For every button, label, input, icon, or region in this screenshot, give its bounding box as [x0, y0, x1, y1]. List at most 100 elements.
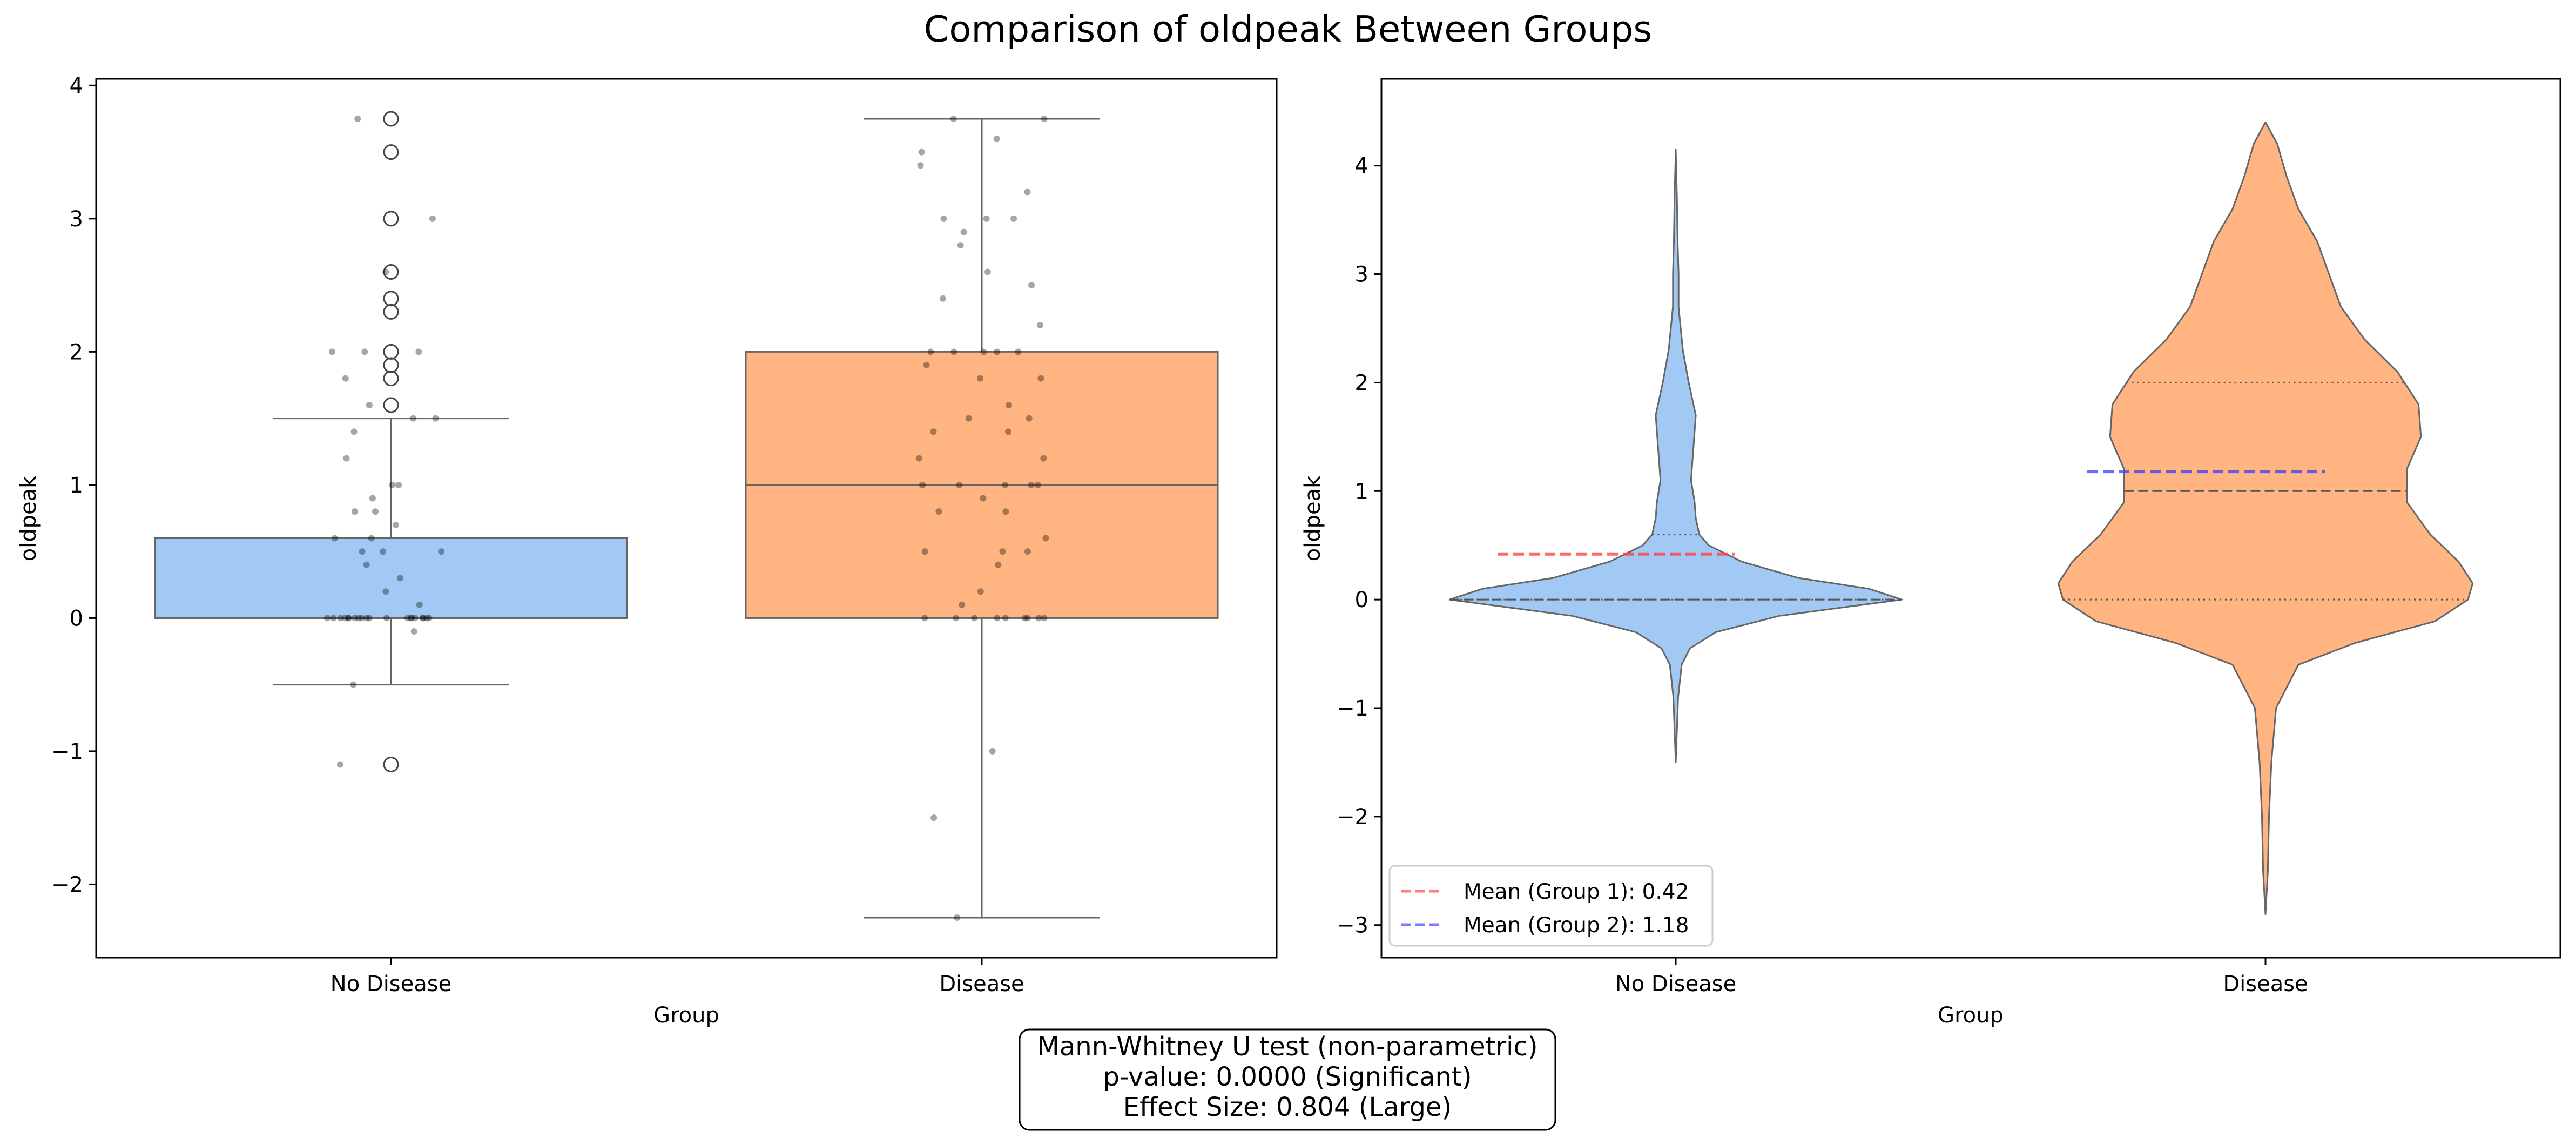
legend-label-group1-mean: Mean (Group 1): 0.42 — [1464, 880, 1689, 904]
y-tick-label: −3 — [1337, 913, 1368, 938]
y-tick-label: 2 — [70, 340, 83, 365]
y-tick-label: 1 — [70, 473, 83, 498]
strip-point — [328, 348, 335, 355]
strip-point — [366, 615, 373, 622]
y-tick-label: −1 — [1337, 696, 1368, 721]
violin-body — [2057, 121, 2474, 915]
box-plot-panel: −2 −1 0 1 2 3 4 No Disease Disease Group oldpea… — [16, 73, 1278, 1028]
strip-point — [380, 548, 387, 555]
strip-point — [359, 548, 366, 555]
strip-point — [361, 348, 368, 355]
strip-point — [923, 362, 930, 369]
strip-point — [382, 268, 389, 275]
strip-point — [915, 455, 922, 462]
strip-point — [940, 215, 947, 222]
strip-point — [984, 268, 991, 275]
box-outlier — [383, 371, 399, 387]
strip-point — [363, 561, 370, 568]
strip-point — [917, 162, 924, 169]
figure-title: Comparison of oldpeak Between Groups — [924, 8, 1653, 50]
strip-point — [343, 455, 350, 462]
strip-point — [336, 761, 343, 768]
strip-point — [1037, 375, 1044, 382]
strip-point — [1026, 415, 1033, 422]
violin-plot-panel: −3 −2 −1 0 1 2 3 4 No Disease Disease Group oldp… — [1300, 78, 2561, 1028]
y-tick-label: 3 — [1355, 262, 1368, 287]
strip-point — [396, 575, 403, 582]
strip-point — [416, 601, 423, 608]
strip-point — [927, 348, 934, 355]
strip-point — [383, 615, 390, 622]
stats-p-value: p-value: 0.0000 (Significant) — [1103, 1062, 1472, 1092]
strip-point — [345, 615, 352, 622]
strip-point — [407, 615, 414, 622]
strip-point — [351, 508, 358, 515]
strip-point — [350, 428, 358, 435]
strip-point — [980, 495, 987, 502]
strip-point — [960, 228, 967, 235]
strip-point — [977, 588, 984, 595]
strip-point — [1002, 481, 1009, 488]
legend-frame — [1388, 865, 1714, 947]
strip-point — [921, 548, 928, 555]
strip-point — [1028, 282, 1035, 289]
strip-point — [1002, 508, 1009, 515]
strip-point — [935, 508, 942, 515]
strip-point — [930, 428, 937, 435]
violin-y-axis: −3 −2 −1 0 1 2 3 4 — [1337, 154, 1381, 938]
violin-plot-frame — [1380, 78, 2561, 959]
strip-point — [1036, 322, 1043, 329]
strip-point — [1024, 548, 1031, 555]
strip-point — [392, 521, 399, 528]
y-tick-label: 0 — [70, 606, 83, 631]
strip-point — [342, 615, 349, 622]
strip-point — [342, 375, 349, 382]
strip-point — [950, 348, 957, 355]
strip-point — [1041, 615, 1048, 622]
strip-point — [1002, 615, 1009, 622]
strip-point — [438, 548, 445, 555]
violin-legend: Mean (Group 1): 0.42 Mean (Group 2): 1.1… — [1388, 865, 1714, 947]
strip-point — [980, 348, 987, 355]
strip-point — [330, 615, 337, 622]
box-outlier — [383, 757, 399, 773]
x-tick-label: Disease — [2223, 972, 2308, 996]
strip-point — [994, 348, 1001, 355]
strip-point — [1034, 481, 1041, 488]
strip-point — [410, 628, 417, 635]
x-tick-label: No Disease — [1615, 972, 1736, 996]
stats-effect-size: Effect Size: 0.804 (Large) — [1123, 1092, 1452, 1122]
strip-point — [1010, 215, 1017, 222]
strip-point — [939, 295, 946, 302]
box-outlier — [383, 111, 399, 127]
strip-point — [950, 115, 957, 122]
x-tick-label: Disease — [939, 972, 1024, 996]
strip-point — [354, 115, 361, 122]
y-tick-label: −2 — [51, 872, 83, 897]
strip-point — [1006, 401, 1013, 408]
y-tick-label: 4 — [70, 73, 83, 98]
strip-point — [369, 495, 376, 502]
strip-point — [420, 615, 427, 622]
strip-point — [956, 481, 963, 488]
strip-point — [412, 615, 419, 622]
y-tick-label: −2 — [1337, 805, 1368, 830]
x-tick-label: No Disease — [331, 972, 451, 996]
strip-point — [965, 415, 972, 422]
strip-point — [331, 535, 338, 542]
stats-box-frame — [1019, 1028, 1556, 1131]
strip-point — [420, 615, 427, 622]
y-tick-label: 3 — [70, 207, 83, 232]
strip-point — [368, 535, 375, 542]
strip-point — [355, 615, 362, 622]
strip-point — [358, 615, 365, 622]
strip-point — [1024, 615, 1031, 622]
box-plot-area — [154, 111, 1219, 921]
strip-point — [408, 615, 415, 622]
box-iqr — [154, 537, 628, 619]
strip-point — [423, 615, 430, 622]
strip-point — [1021, 615, 1028, 622]
y-tick-label: −1 — [51, 739, 83, 764]
box-y-axis: −2 −1 0 1 2 3 4 — [51, 73, 96, 897]
box-outlier — [383, 264, 399, 280]
